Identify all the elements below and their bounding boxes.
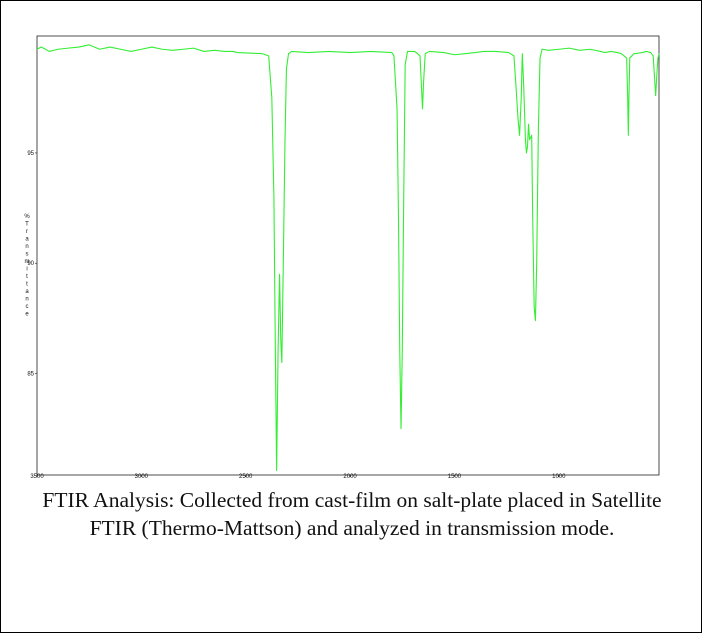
y-tick-label: 90 xyxy=(27,261,34,267)
ftir-chart: 350030002500200015001000859095Wavenumber… xyxy=(21,23,681,479)
plot-border xyxy=(36,35,660,476)
tick-layer xyxy=(35,152,560,477)
x-tick-label: 1000 xyxy=(552,474,566,479)
figure-caption: FTIR Analysis: Collected from cast-film … xyxy=(42,488,662,540)
y-tick-label: 95 xyxy=(27,151,34,157)
x-tick-label: 3000 xyxy=(135,474,149,479)
spectrum-line-0 xyxy=(36,44,660,472)
x-tick-label: 1500 xyxy=(448,474,462,479)
x-tick-label: 2500 xyxy=(239,474,253,479)
plot-area xyxy=(36,35,660,476)
trace-layer xyxy=(36,44,660,472)
label-layer: 350030002500200015001000859095Wavenumber… xyxy=(24,151,566,479)
ftir-spectrum-svg: 350030002500200015001000859095Wavenumber… xyxy=(24,35,660,479)
x-tick-label: 2000 xyxy=(343,474,357,479)
x-tick-label: 3500 xyxy=(30,474,44,479)
y-tick-label: 85 xyxy=(27,372,34,378)
